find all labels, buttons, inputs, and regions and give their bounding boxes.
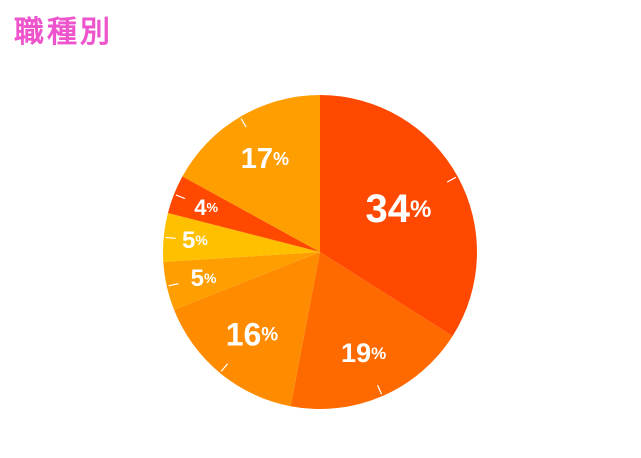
pie-tick-6	[175, 194, 186, 200]
pie-slice-2	[290, 252, 453, 409]
pie-slice-1	[320, 95, 477, 337]
pie-label-unit: %	[261, 324, 278, 345]
pie-label-6: 4%	[194, 194, 218, 219]
pie-label-2: 19%	[341, 338, 386, 368]
pie-slice-5	[163, 212, 320, 262]
pie-tick-3	[220, 363, 229, 372]
pie-label-value: 5	[182, 227, 195, 254]
chart-title: 職種別	[14, 15, 113, 50]
pie-slice-6	[167, 176, 320, 252]
pie-label-1: 34%	[365, 187, 431, 231]
pie-label-5: 5%	[182, 227, 208, 254]
pie-label-unit: %	[195, 232, 208, 248]
pie-label-value: 16	[226, 316, 262, 352]
pie-label-unit: %	[204, 270, 217, 286]
pie-label-unit: %	[206, 199, 218, 214]
pie-slice-7	[182, 95, 320, 252]
pie-ticks	[165, 118, 457, 395]
pie-label-value: 34	[365, 187, 410, 231]
pie-label-4: 5%	[191, 265, 217, 292]
pie-label-value: 4	[194, 194, 207, 219]
pie-tick-2	[377, 384, 383, 395]
pie-tick-5	[165, 236, 176, 239]
pie-label-value: 19	[341, 338, 371, 368]
pie-tick-4	[168, 283, 179, 287]
pie-label-3: 16%	[226, 316, 279, 352]
pie-slice-3	[174, 252, 320, 407]
pie-label-unit: %	[410, 195, 431, 222]
pie-label-unit: %	[371, 343, 386, 362]
pie-label-value: 17	[241, 143, 273, 175]
pie-tick-7	[240, 118, 247, 128]
pie-slices	[163, 95, 477, 409]
pie-label-value: 5	[191, 265, 204, 292]
pie-label-7: 17%	[241, 143, 289, 175]
pie-labels: 34%19%16%5%5%4%17%	[182, 143, 431, 368]
pie-label-unit: %	[273, 149, 289, 169]
pie-slice-4	[163, 252, 320, 310]
pie-tick-1	[446, 176, 457, 183]
